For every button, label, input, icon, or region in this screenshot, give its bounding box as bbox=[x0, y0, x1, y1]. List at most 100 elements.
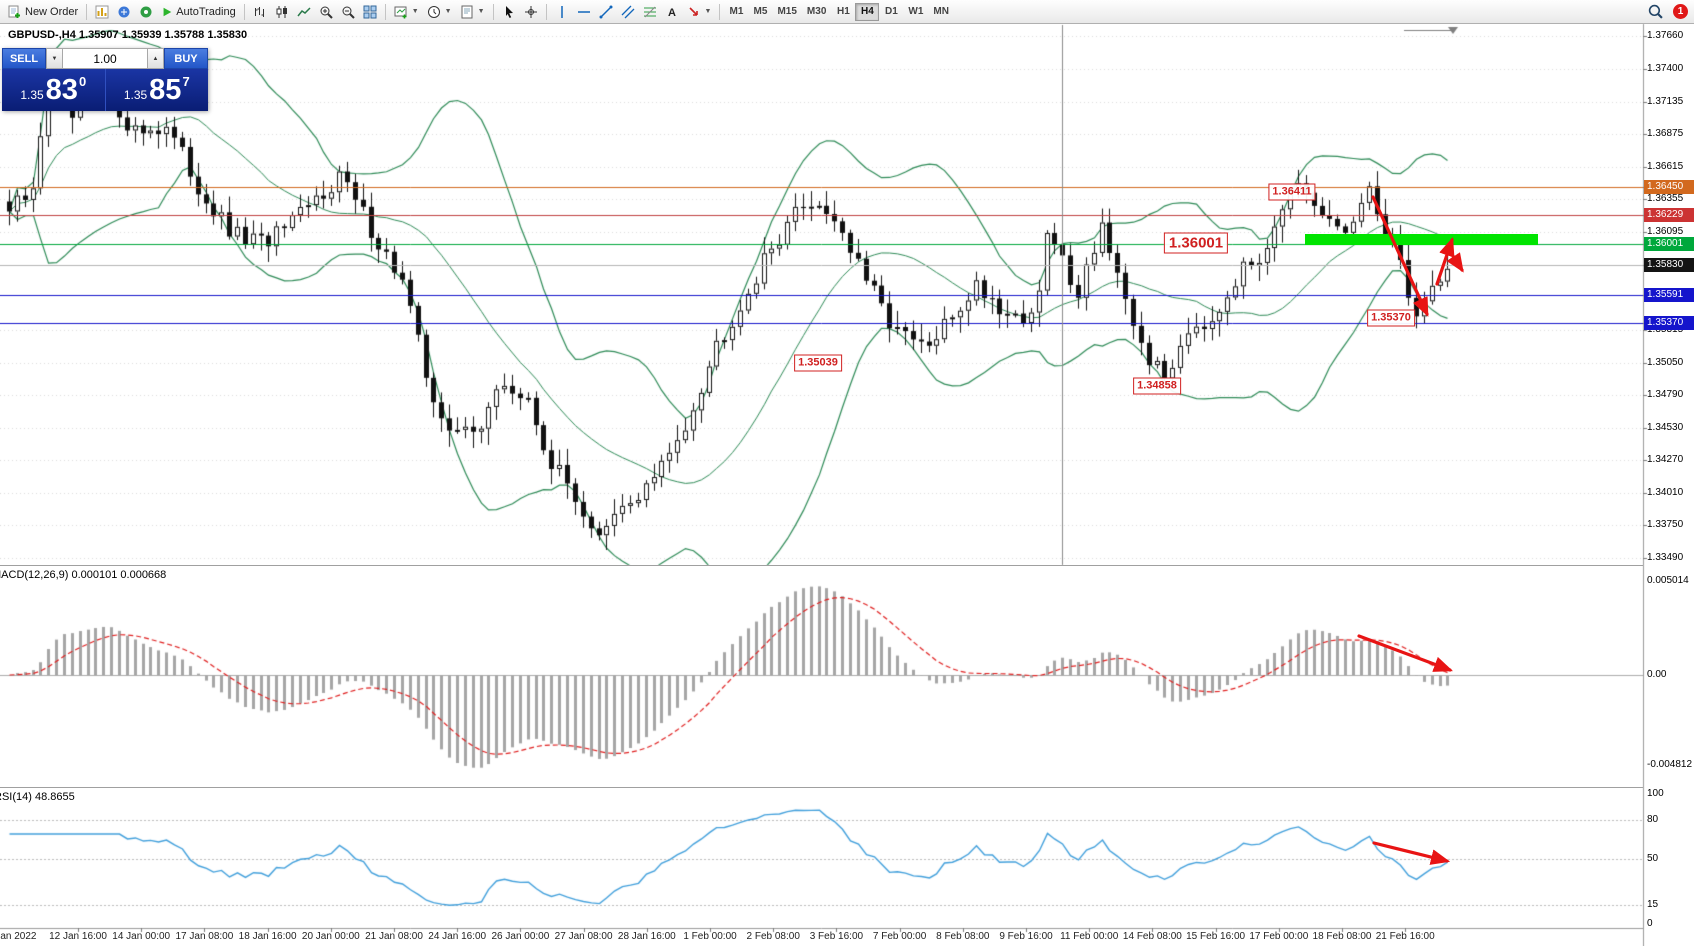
timeframe-mn-button[interactable]: MN bbox=[928, 3, 954, 21]
price-annotation[interactable]: 1.35370 bbox=[1367, 309, 1415, 327]
tile-icon bbox=[363, 5, 377, 19]
fibo-icon bbox=[643, 5, 657, 19]
play-icon bbox=[161, 6, 173, 18]
volume-decrease-button[interactable]: ▼ bbox=[46, 48, 63, 69]
trend-icon bbox=[599, 5, 613, 19]
search-icon bbox=[1648, 4, 1663, 19]
clock-icon bbox=[427, 5, 441, 19]
time-axis[interactable]: 6 Jan 2022 12 Jan 16:00 14 Jan 00:00 17 Jan… bbox=[0, 929, 1643, 946]
profiles-button[interactable] bbox=[113, 2, 135, 22]
time-axis-label: 15 Feb 16:00 bbox=[1186, 931, 1246, 942]
bar-chart-button[interactable] bbox=[249, 2, 271, 22]
candlestick-chart-button[interactable] bbox=[271, 2, 293, 22]
time-axis-label: 21 Jan 08:00 bbox=[365, 931, 423, 942]
time-axis-label: 27 Jan 08:00 bbox=[554, 931, 613, 942]
time-axis-label: 14 Jan 00:00 bbox=[112, 931, 171, 942]
price-axis-label: 1.37135 bbox=[1647, 95, 1684, 107]
time-axis-label: 2 Feb 08:00 bbox=[746, 931, 800, 942]
time-axis-label: 6 Jan 2022 bbox=[0, 931, 37, 942]
volume-input[interactable] bbox=[63, 48, 147, 69]
svg-text:A: A bbox=[668, 7, 676, 19]
data-window-button[interactable] bbox=[135, 2, 157, 22]
zoom-in-button[interactable] bbox=[315, 2, 337, 22]
macd-scale-label: -0.004812 bbox=[1647, 759, 1693, 771]
time-axis-label: 11 Feb 00:00 bbox=[1060, 931, 1119, 942]
hline-icon bbox=[577, 5, 591, 19]
vertical-line-button[interactable] bbox=[551, 2, 573, 22]
support-zone-highlight[interactable] bbox=[1305, 234, 1538, 245]
price-axis-label: 1.34530 bbox=[1647, 421, 1684, 433]
price-annotation[interactable]: 1.36411 bbox=[1268, 183, 1316, 201]
arrow-objects-button[interactable]: ▼ bbox=[683, 2, 716, 22]
fibonacci-button[interactable] bbox=[639, 2, 661, 22]
price-level-tag: 1.36450 bbox=[1644, 180, 1694, 195]
timeframe-w1-button[interactable]: W1 bbox=[903, 3, 928, 21]
sell-price-big: 83 bbox=[45, 74, 78, 106]
text-label-button[interactable]: A bbox=[661, 2, 683, 22]
timeframe-h1-button[interactable]: H1 bbox=[831, 3, 855, 21]
buy-price-big: 85 bbox=[149, 74, 182, 106]
time-axis-label: 1 Feb 00:00 bbox=[683, 931, 737, 942]
price-axis-label: 1.34270 bbox=[1647, 454, 1684, 466]
buy-price-display[interactable]: 1.35 85 7 bbox=[106, 69, 209, 111]
tile-windows-button[interactable] bbox=[359, 2, 381, 22]
toolbar-separator bbox=[243, 3, 245, 20]
toolbar-separator bbox=[86, 3, 88, 20]
buy-button[interactable]: BUY bbox=[164, 48, 208, 69]
trade-panel-controls: SELL ▼ ▲ BUY bbox=[2, 48, 208, 69]
panel-separator-rsi[interactable] bbox=[0, 787, 1643, 788]
new-order-button[interactable]: New Order bbox=[4, 2, 82, 22]
crosshair-button[interactable] bbox=[520, 2, 542, 22]
horizontal-line-button[interactable] bbox=[573, 2, 595, 22]
templates-button[interactable]: ▼ bbox=[456, 2, 489, 22]
price-axis-label: 1.36355 bbox=[1647, 193, 1684, 205]
time-axis-label: 17 Feb 00:00 bbox=[1249, 931, 1309, 942]
notification-badge[interactable]: 1 bbox=[1673, 4, 1688, 19]
cursor-button[interactable] bbox=[498, 2, 520, 22]
new-order-icon bbox=[8, 5, 22, 19]
time-axis-label: 20 Jan 00:00 bbox=[301, 931, 360, 942]
new-chart-button[interactable]: ▼ bbox=[390, 2, 423, 22]
timeframe-h4-button[interactable]: H4 bbox=[855, 2, 880, 21]
sell-price-display[interactable]: 1.35 83 0 bbox=[2, 69, 106, 111]
sell-button[interactable]: SELL bbox=[2, 48, 46, 69]
price-level-tag: 1.35591 bbox=[1644, 287, 1694, 302]
search-button[interactable] bbox=[1644, 2, 1667, 22]
volume-increase-button[interactable]: ▲ bbox=[147, 48, 164, 69]
macd-indicator-label: MACD(12,26,9) 0.000101 0.000668 bbox=[0, 569, 167, 581]
time-axis-label: 9 Feb 16:00 bbox=[999, 931, 1053, 942]
price-level-tag: 1.36001 bbox=[1644, 236, 1694, 251]
periods-button[interactable]: ▼ bbox=[423, 2, 456, 22]
zoom-out-button[interactable] bbox=[337, 2, 359, 22]
timeframe-m1-button[interactable]: M1 bbox=[724, 3, 748, 21]
time-axis-label: 14 Feb 08:00 bbox=[1122, 931, 1182, 942]
timeframe-m15-button[interactable]: M15 bbox=[772, 3, 801, 21]
price-annotation[interactable]: 1.36001 bbox=[1163, 232, 1229, 254]
price-annotation[interactable]: 1.34858 bbox=[1133, 377, 1181, 395]
sell-price-sup: 0 bbox=[78, 74, 87, 89]
buy-price-sup: 7 bbox=[182, 74, 190, 89]
panel-separator-macd[interactable] bbox=[0, 565, 1643, 566]
time-axis-label: 21 Feb 16:00 bbox=[1375, 931, 1435, 942]
price-annotation[interactable]: 1.35039 bbox=[794, 354, 842, 372]
price-axis-label: 1.34010 bbox=[1647, 486, 1684, 498]
timeframe-m5-button[interactable]: M5 bbox=[748, 3, 772, 21]
timeframe-d1-button[interactable]: D1 bbox=[879, 3, 903, 21]
price-axis[interactable]: 1.37660 1.37400 1.37135 1.36875 1.36615 1.363… bbox=[1644, 0, 1694, 946]
chevron-down-icon: ▼ bbox=[477, 8, 485, 15]
line-chart-button[interactable] bbox=[293, 2, 315, 22]
cursor-icon bbox=[502, 5, 516, 19]
vline-icon bbox=[555, 5, 569, 19]
chevron-down-icon: ▼ bbox=[704, 8, 712, 15]
rsi-scale-label: 50 bbox=[1647, 853, 1659, 864]
macd-scale-label: 0.005014 bbox=[1647, 574, 1689, 586]
autotrading-button[interactable]: AutoTrading bbox=[157, 2, 240, 22]
trendline-button[interactable] bbox=[595, 2, 617, 22]
rsi-scale-label: 100 bbox=[1647, 788, 1664, 799]
timeframe-m30-button[interactable]: M30 bbox=[802, 3, 831, 21]
equidistant-channel-button[interactable] bbox=[617, 2, 639, 22]
charts-button[interactable] bbox=[91, 2, 113, 22]
time-axis-label: 28 Jan 16:00 bbox=[617, 931, 676, 942]
